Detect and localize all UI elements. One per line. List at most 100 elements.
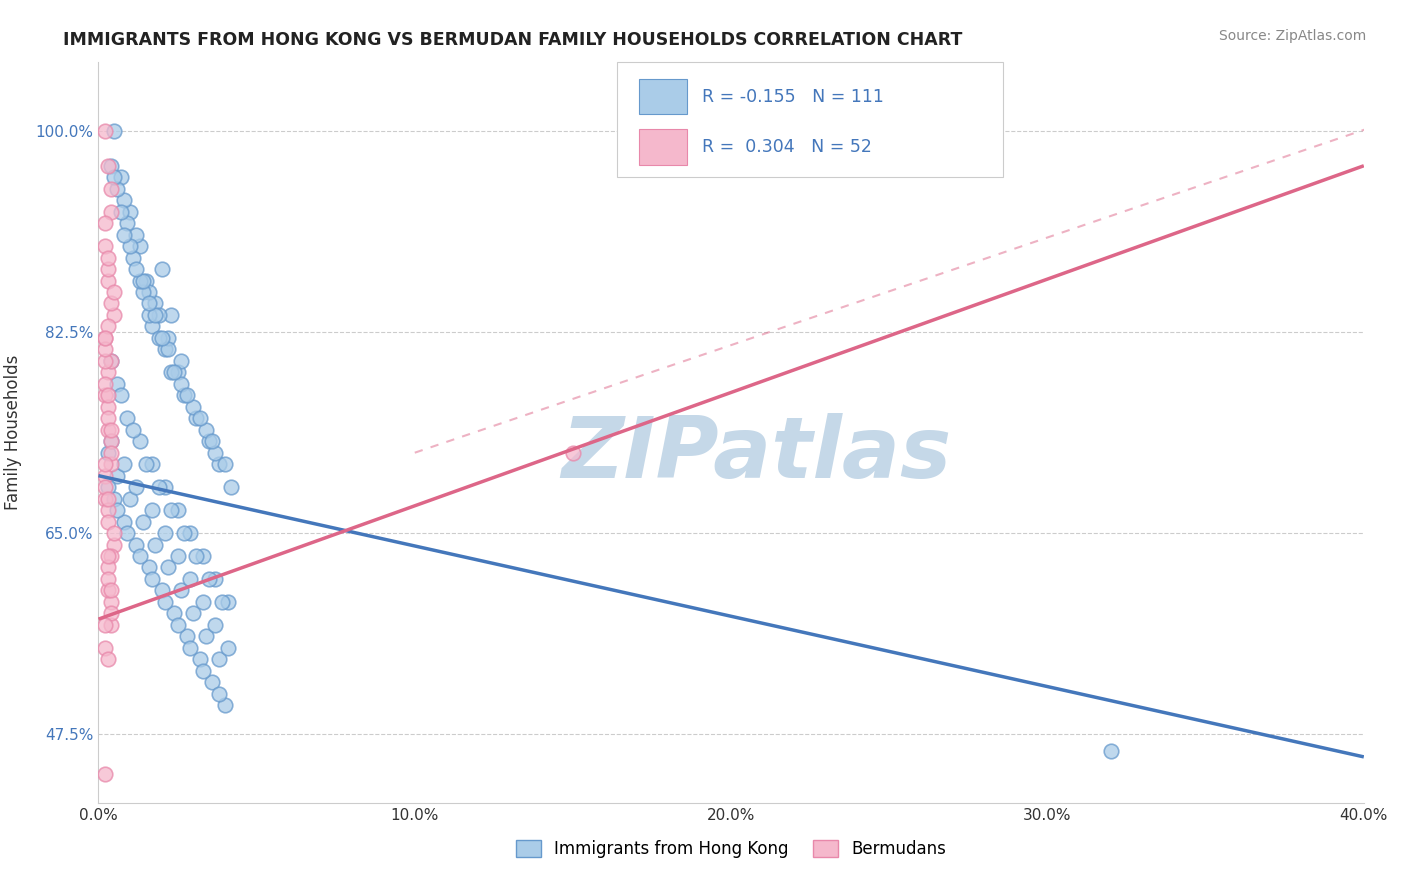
Point bbox=[179, 572, 201, 586]
Point bbox=[97, 251, 120, 265]
Point bbox=[97, 480, 120, 494]
Point bbox=[107, 468, 129, 483]
Point bbox=[153, 343, 176, 357]
Point bbox=[93, 376, 117, 391]
Legend: Immigrants from Hong Kong, Bermudans: Immigrants from Hong Kong, Bermudans bbox=[509, 833, 953, 865]
Point bbox=[150, 331, 173, 345]
Point bbox=[188, 652, 211, 666]
Point bbox=[97, 491, 120, 506]
Point bbox=[166, 618, 188, 632]
Point bbox=[173, 526, 195, 541]
Point bbox=[204, 572, 226, 586]
Point bbox=[122, 251, 145, 265]
Point bbox=[97, 319, 120, 334]
Point bbox=[100, 595, 122, 609]
Point bbox=[561, 446, 585, 460]
Point bbox=[97, 159, 120, 173]
Point bbox=[100, 583, 122, 598]
Point bbox=[138, 296, 160, 310]
Point bbox=[103, 124, 125, 138]
Point bbox=[93, 491, 117, 506]
Point bbox=[188, 411, 211, 425]
Point bbox=[141, 503, 163, 517]
Point bbox=[100, 434, 122, 449]
Point bbox=[103, 537, 125, 551]
Point bbox=[150, 583, 173, 598]
Point bbox=[153, 526, 176, 541]
Point bbox=[100, 423, 122, 437]
Point bbox=[145, 308, 166, 322]
Point bbox=[138, 308, 160, 322]
Point bbox=[173, 388, 195, 402]
Point bbox=[169, 376, 191, 391]
Point bbox=[97, 560, 120, 574]
Point bbox=[122, 423, 145, 437]
Point bbox=[107, 503, 129, 517]
FancyBboxPatch shape bbox=[638, 129, 686, 165]
Point bbox=[166, 549, 188, 563]
Point bbox=[125, 537, 148, 551]
Point bbox=[219, 480, 243, 494]
Point bbox=[110, 204, 132, 219]
Point bbox=[153, 480, 176, 494]
Point bbox=[100, 446, 122, 460]
Point bbox=[217, 640, 239, 655]
Point bbox=[112, 227, 135, 242]
Point bbox=[93, 331, 117, 345]
Point bbox=[166, 365, 188, 379]
Point bbox=[204, 618, 226, 632]
Point bbox=[120, 239, 141, 253]
Point bbox=[186, 549, 208, 563]
Point bbox=[183, 607, 205, 621]
Point bbox=[135, 457, 157, 471]
Point bbox=[141, 572, 163, 586]
Point bbox=[150, 262, 173, 277]
Point bbox=[112, 457, 135, 471]
Point bbox=[100, 159, 122, 173]
Point bbox=[93, 640, 117, 655]
Point bbox=[103, 170, 125, 185]
Point bbox=[176, 629, 198, 643]
Point bbox=[97, 572, 120, 586]
FancyBboxPatch shape bbox=[617, 62, 1002, 178]
Point bbox=[157, 560, 180, 574]
Y-axis label: Family Households: Family Households bbox=[4, 355, 21, 510]
Point bbox=[138, 560, 160, 574]
Point bbox=[93, 124, 117, 138]
Point bbox=[110, 388, 132, 402]
Point bbox=[93, 354, 117, 368]
Point bbox=[160, 503, 183, 517]
Point bbox=[163, 607, 186, 621]
Point bbox=[97, 273, 120, 287]
Point bbox=[97, 400, 120, 414]
Point bbox=[160, 308, 183, 322]
Point bbox=[97, 411, 120, 425]
Point bbox=[100, 457, 122, 471]
Point bbox=[112, 193, 135, 207]
Point bbox=[128, 549, 150, 563]
Point bbox=[132, 515, 155, 529]
Point bbox=[186, 411, 208, 425]
Point bbox=[191, 664, 214, 678]
Text: ZIPatlas: ZIPatlas bbox=[561, 413, 952, 496]
Point bbox=[204, 446, 226, 460]
Point bbox=[97, 549, 120, 563]
Point bbox=[157, 343, 180, 357]
Point bbox=[169, 354, 191, 368]
Point bbox=[115, 526, 138, 541]
Point bbox=[141, 319, 163, 334]
Point bbox=[214, 698, 236, 713]
Point bbox=[93, 216, 117, 230]
Point bbox=[100, 182, 122, 196]
Point bbox=[115, 411, 138, 425]
Point bbox=[107, 182, 129, 196]
Point bbox=[179, 526, 201, 541]
Point bbox=[214, 457, 236, 471]
Text: R =  0.304   N = 52: R = 0.304 N = 52 bbox=[702, 138, 872, 156]
Point bbox=[145, 537, 166, 551]
Point bbox=[153, 595, 176, 609]
Point bbox=[183, 400, 205, 414]
Point bbox=[93, 767, 117, 781]
Point bbox=[201, 434, 224, 449]
FancyBboxPatch shape bbox=[638, 78, 686, 114]
